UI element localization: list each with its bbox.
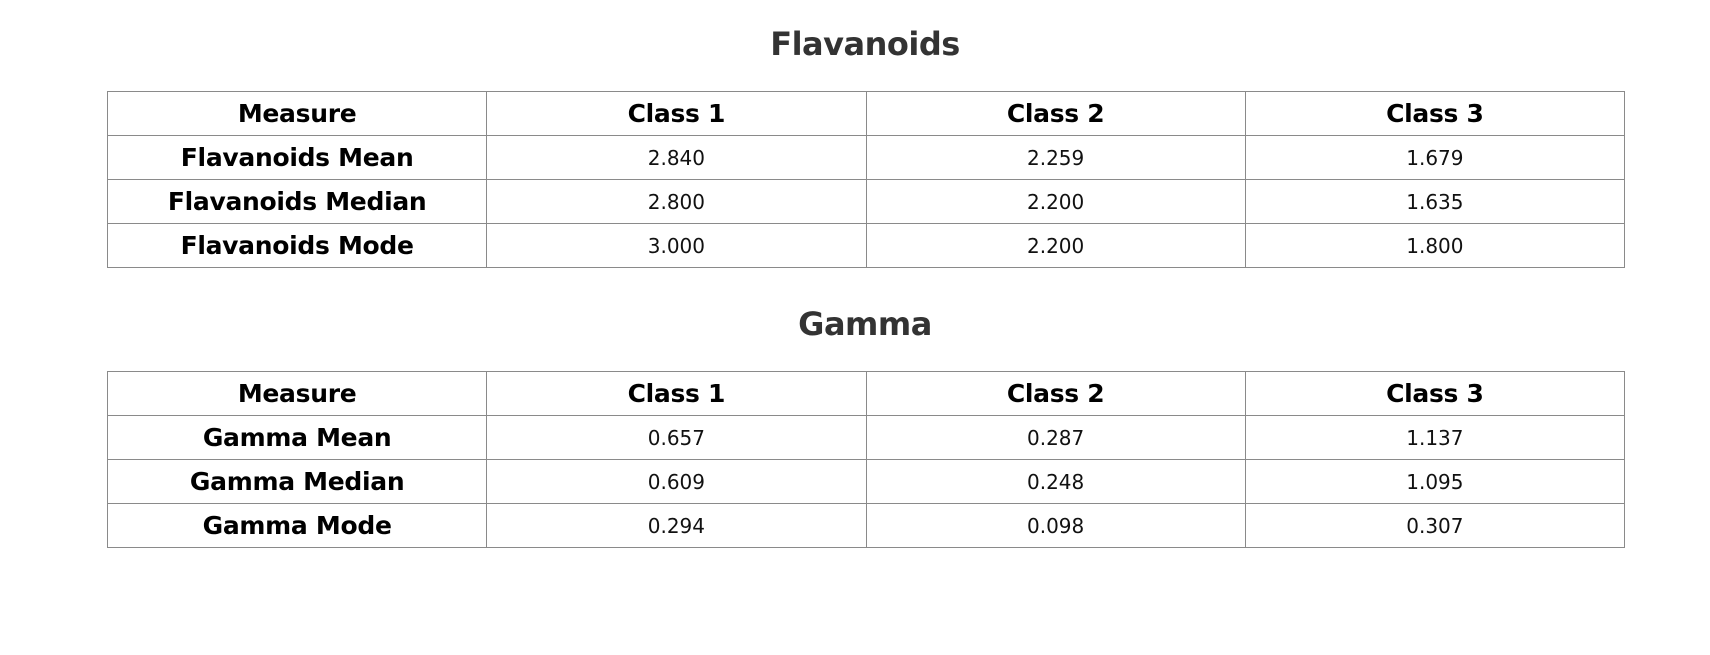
column-header: Class 1 — [486, 371, 867, 416]
row-label: Flavanoids Median — [106, 179, 488, 224]
table-row: Flavanoids Mode 3.000 2.200 1.800 — [106, 223, 1626, 268]
column-header: Measure — [106, 371, 488, 416]
table-cell: 0.248 — [865, 459, 1246, 504]
table-cell: 1.137 — [1244, 415, 1626, 460]
row-label: Gamma Mean — [106, 415, 488, 460]
column-header: Class 2 — [865, 371, 1246, 416]
table-cell: 2.200 — [865, 179, 1246, 224]
row-label: Flavanoids Mode — [106, 223, 488, 268]
table-cell: 1.095 — [1244, 459, 1626, 504]
section-title-flavanoids: Flavanoids — [770, 25, 960, 63]
table-header-row: Measure Class 1 Class 2 Class 3 — [106, 371, 1626, 416]
column-header: Class 3 — [1244, 371, 1626, 416]
row-label: Flavanoids Mean — [106, 135, 488, 180]
table-cell: 1.800 — [1244, 223, 1626, 268]
row-label: Gamma Mode — [106, 503, 488, 548]
table-cell: 0.287 — [865, 415, 1246, 460]
table-cell: 2.259 — [865, 135, 1246, 180]
section-title-gamma: Gamma — [798, 305, 932, 343]
table-row: Gamma Median 0.609 0.248 1.095 — [106, 459, 1626, 504]
table-cell: 0.294 — [486, 503, 867, 548]
column-header: Measure — [106, 91, 488, 136]
column-header: Class 3 — [1244, 91, 1626, 136]
table-cell: 3.000 — [486, 223, 867, 268]
column-header: Class 2 — [865, 91, 1246, 136]
flavanoids-table: Measure Class 1 Class 2 Class 3 Flavanoi… — [106, 91, 1626, 268]
table-row: Gamma Mean 0.657 0.287 1.137 — [106, 415, 1626, 460]
table-cell: 2.800 — [486, 179, 867, 224]
table-cell: 2.200 — [865, 223, 1246, 268]
gamma-table: Measure Class 1 Class 2 Class 3 Gamma Me… — [106, 371, 1626, 548]
column-header: Class 1 — [486, 91, 867, 136]
table-row: Gamma Mode 0.294 0.098 0.307 — [106, 503, 1626, 548]
table-cell: 0.307 — [1244, 503, 1626, 548]
table-row: Flavanoids Median 2.800 2.200 1.635 — [106, 179, 1626, 224]
table-cell: 1.679 — [1244, 135, 1626, 180]
row-label: Gamma Median — [106, 459, 488, 504]
table-row: Flavanoids Mean 2.840 2.259 1.679 — [106, 135, 1626, 180]
table-cell: 0.098 — [865, 503, 1246, 548]
table-cell: 1.635 — [1244, 179, 1626, 224]
table-cell: 0.657 — [486, 415, 867, 460]
table-cell: 2.840 — [486, 135, 867, 180]
table-header-row: Measure Class 1 Class 2 Class 3 — [106, 91, 1626, 136]
table-cell: 0.609 — [486, 459, 867, 504]
